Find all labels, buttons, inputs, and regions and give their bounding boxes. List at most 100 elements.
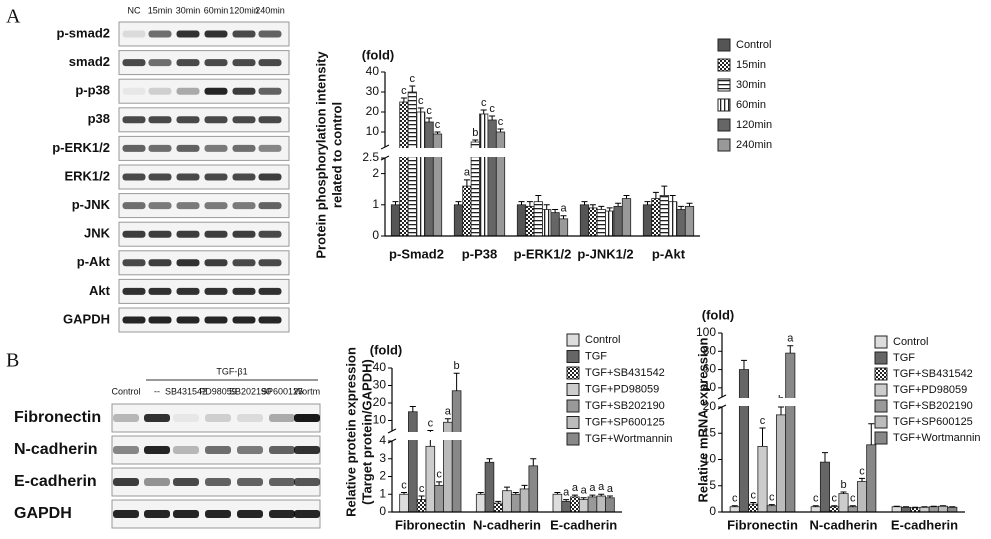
bar <box>910 507 921 513</box>
bar <box>847 506 858 513</box>
lane-label: 30min <box>176 5 201 15</box>
bar <box>561 500 571 513</box>
y-tick-label: 30 <box>366 84 380 98</box>
bar <box>502 490 512 513</box>
blot-band <box>173 414 199 422</box>
legend-swatch <box>566 333 580 347</box>
bar <box>399 101 409 237</box>
legend-label: TGF+PD98059 <box>585 383 659 395</box>
error-bar <box>740 359 747 370</box>
blot-band <box>148 316 172 324</box>
y-tick-label: 20 <box>366 104 380 118</box>
bar <box>738 369 750 513</box>
blot-band <box>176 87 200 95</box>
blot-frame <box>118 135 290 161</box>
blot-band <box>148 87 172 95</box>
blot-band <box>113 446 139 454</box>
bar <box>493 502 504 513</box>
error-bar <box>477 491 484 495</box>
y-tick-label: 30 <box>373 378 387 392</box>
row-label: N-cadherin <box>14 441 98 458</box>
bar <box>434 484 444 513</box>
blot-band <box>232 230 256 238</box>
blot-band <box>113 478 139 486</box>
blot-band <box>204 87 228 95</box>
bar <box>810 506 821 513</box>
blot-band <box>144 478 170 486</box>
bar <box>451 390 462 513</box>
error-bar <box>521 484 528 489</box>
bar <box>542 209 552 237</box>
legend-label: 30min <box>736 79 766 91</box>
error-bar <box>669 194 676 202</box>
bar <box>588 207 598 237</box>
error-bar <box>623 194 630 199</box>
error-bar <box>543 204 550 210</box>
break-mark <box>717 394 727 410</box>
legend-swatch <box>566 383 580 396</box>
lane-label: PD98059 <box>199 386 237 396</box>
axis-line <box>391 368 622 513</box>
lane-label: 15min <box>148 5 173 15</box>
blot-frame <box>118 21 290 47</box>
significance-label: c <box>750 489 756 501</box>
error-bar <box>589 204 596 208</box>
legend-label: TGF+SB202190 <box>585 400 665 412</box>
blot-band <box>258 202 282 210</box>
blot-band <box>122 59 146 67</box>
bar <box>570 496 580 513</box>
error-bar <box>530 458 537 466</box>
bar <box>819 461 831 513</box>
y-axis-label: related to control <box>329 102 344 208</box>
legend-swatch <box>566 432 580 446</box>
significance-label: c <box>428 417 434 429</box>
blot-band <box>232 144 256 152</box>
bar <box>596 495 606 513</box>
bar <box>856 481 868 513</box>
bar <box>928 506 939 513</box>
bar <box>487 119 497 237</box>
error-bar <box>489 115 496 120</box>
blot-band <box>205 478 231 486</box>
blot-band <box>258 316 282 324</box>
significance-label: c <box>410 73 416 85</box>
error-bar <box>495 500 502 504</box>
y-tick-label: 0 <box>709 504 716 518</box>
blot-band <box>232 30 256 38</box>
bar <box>550 212 560 237</box>
y-tick-label: 80 <box>703 343 717 357</box>
blot-band <box>148 116 172 124</box>
blot-band <box>258 87 282 95</box>
legend-label: Control <box>893 336 928 348</box>
blot-band <box>148 287 172 295</box>
blot-band <box>176 230 200 238</box>
bar <box>519 488 530 513</box>
significance-label: a <box>560 203 567 215</box>
significance-label: c <box>401 85 407 97</box>
error-bar <box>787 345 794 354</box>
blot-band <box>122 316 146 324</box>
blot-band <box>237 446 263 454</box>
blot-band <box>237 414 263 422</box>
bar <box>552 493 563 513</box>
bar <box>399 493 409 513</box>
significance-label: c <box>426 105 432 117</box>
bar <box>642 204 653 237</box>
significance-label: b <box>472 127 478 139</box>
blot-band <box>204 316 228 324</box>
blot-band <box>294 414 320 422</box>
axis-line <box>721 333 965 513</box>
bar <box>587 496 598 513</box>
y-axis-label: Relative mRNA expression <box>695 337 710 502</box>
blot-band <box>237 478 263 486</box>
error-bar <box>589 494 596 497</box>
blot-band <box>144 510 170 518</box>
legend-swatch <box>717 38 731 52</box>
blot-band <box>258 173 282 181</box>
error-bar <box>606 207 613 212</box>
blot-band <box>122 116 146 124</box>
y-unit: (fold) <box>370 342 402 357</box>
error-bar <box>859 477 866 482</box>
x-tick-label: p-P38 <box>462 246 497 261</box>
